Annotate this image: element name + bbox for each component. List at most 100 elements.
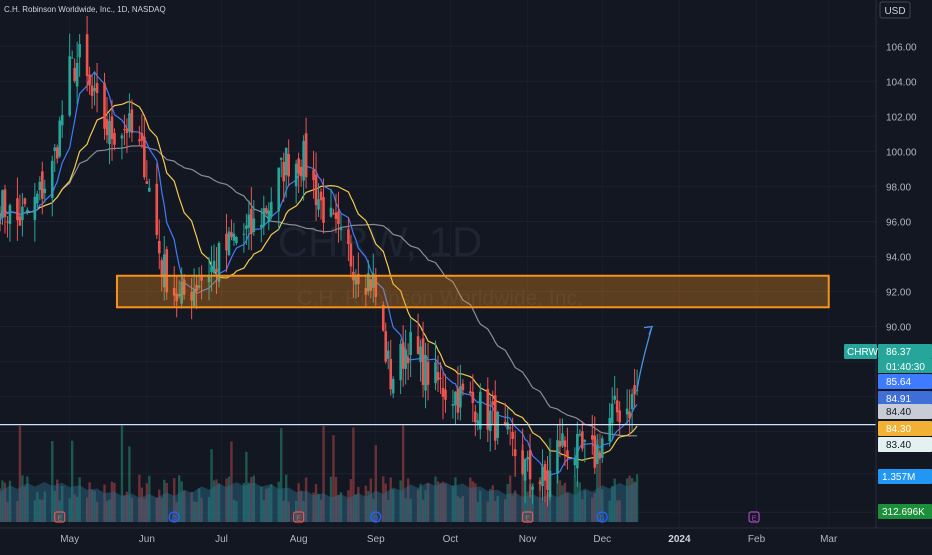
volume-bar [556,475,559,522]
event-marker-label: E [752,516,757,523]
currency-box[interactable] [879,1,911,19]
volume-bar [200,497,203,522]
volume-bar [165,483,168,522]
price-tick-label: 90.00 [886,323,911,334]
volume-label [878,469,932,484]
candle-body [33,196,37,221]
candle-body [215,268,218,273]
volume-bar [242,483,246,522]
candle-body [371,273,375,288]
volume-bar [138,474,141,522]
price-axis-panel[interactable] [876,0,932,550]
volume-bar [195,501,198,522]
resistance-zone[interactable] [115,274,830,309]
price-label-ma_slow [878,437,932,452]
earnings-marker[interactable] [293,511,305,523]
volume-bar [302,500,305,522]
candle-body [583,439,587,442]
earnings-marker[interactable] [748,511,760,523]
candle-body [317,199,320,210]
volume-bar [16,501,19,522]
volume-bar [8,480,12,522]
candle-body [576,433,579,469]
candle-body [232,233,236,241]
volume-bar [471,481,475,522]
earnings-marker[interactable] [521,511,534,523]
dividend-marker[interactable] [370,511,382,523]
volume-bar [566,493,569,522]
candle-body [337,211,340,225]
candle-body [73,68,76,81]
time-axis-label: Sep [367,534,385,545]
candle-body [459,386,462,408]
volume-bar [123,495,126,522]
volume-bar [105,501,109,522]
candle-body [444,389,447,400]
candle-body [439,377,442,379]
volume-bar [232,499,236,522]
candle-body [165,249,169,293]
volume-bar [593,493,596,522]
event-marker-label: E [57,516,62,523]
ticker-label-text: CHRW [847,347,878,358]
volume-bar [541,501,544,522]
volume-bar [319,499,323,522]
volume-bar [598,433,601,522]
candle-body [595,444,599,465]
time-axis-label: Mar [820,534,838,545]
volume-bar [384,483,387,522]
candle-body [18,216,22,226]
candle-body [618,410,621,423]
dividend-marker[interactable] [168,511,180,523]
candle-body [264,208,268,214]
earnings-marker[interactable] [54,511,66,523]
price-label-text: 86.37 [886,347,911,358]
candle-body [364,287,368,295]
candle-body [401,342,405,369]
candle-body [419,346,422,363]
projection-arrow[interactable] [636,325,654,391]
candle-body [538,481,542,485]
dividend-marker[interactable] [596,511,608,523]
volume-bar [613,478,616,522]
volume-bar [230,441,233,522]
candle-body [75,62,79,87]
volume-bar [227,476,231,522]
candle-body [120,135,124,139]
time-axis-labels[interactable]: May Jun Jul Aug Sep Oct Nov Dec 2024 Feb Mar [60,534,838,545]
volume-bar [364,485,368,522]
price-tick-label: 94.00 [886,252,911,263]
candle-body [175,293,178,302]
volume-bar [511,495,514,522]
volume-bar [173,478,176,522]
candle-body [598,452,602,459]
event-marker-label: E [525,516,530,523]
price-tick-label: 98.00 [886,182,911,193]
candle-body [610,403,614,424]
candle-body [613,395,616,400]
price-tick-label: 104.00 [886,77,917,88]
candle-body [68,56,71,116]
volume-bar [322,426,325,522]
volume-bar [444,484,447,522]
candle-body [503,421,507,424]
volume-bar [526,491,529,522]
time-axis-label: Jun [139,534,155,545]
volume-layer [0,425,639,522]
volume-bar [73,494,76,522]
candle-body [578,434,582,436]
volume-bar [41,499,44,522]
candle-body [322,197,325,223]
volume-bar [145,483,149,522]
candle-body [148,187,151,192]
candle-body [314,174,318,206]
volume-bar [215,479,218,522]
volume-bar [630,478,634,522]
volume-bar [596,439,599,522]
time-axis-label: May [60,534,79,545]
volume-bar [456,496,460,522]
candle-body [581,431,584,449]
